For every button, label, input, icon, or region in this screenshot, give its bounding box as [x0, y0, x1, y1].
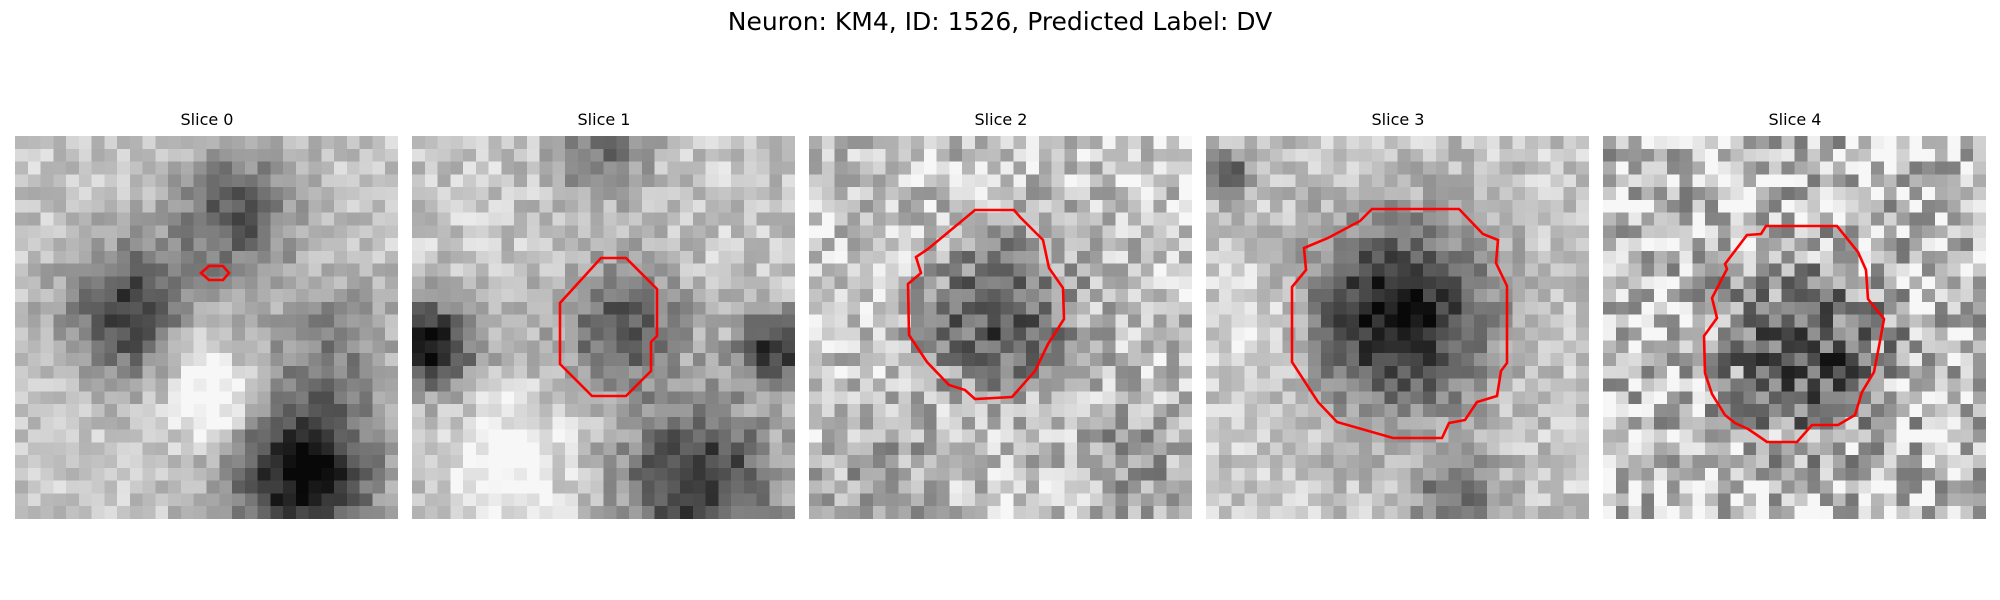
slice-title: Slice 1 — [577, 110, 631, 129]
slice-image-1 — [412, 136, 795, 519]
slice-title: Slice 0 — [180, 110, 234, 129]
roi-outline — [1290, 207, 1509, 440]
slice-panel-0: Slice 0 — [15, 110, 399, 519]
slice-title: Slice 2 — [974, 110, 1028, 129]
roi-outline — [558, 256, 659, 398]
slice-title: Slice 4 — [1768, 110, 1822, 129]
slice-image-4 — [1603, 136, 1986, 519]
slice-panel-4: Slice 4 — [1603, 110, 1987, 519]
figure-title: Neuron: KM4, ID: 1526, Predicted Label: … — [727, 7, 1273, 36]
roi-outline — [1702, 224, 1886, 444]
slice-image-3 — [1206, 136, 1589, 519]
slice-title: Slice 3 — [1371, 110, 1425, 129]
slice-image-2 — [809, 136, 1192, 519]
slice-image-0 — [15, 136, 398, 519]
slice-panel-1: Slice 1 — [412, 110, 796, 519]
roi-outline — [199, 264, 231, 282]
slice-panel-2: Slice 2 — [809, 110, 1193, 519]
slice-panel-3: Slice 3 — [1206, 110, 1590, 519]
roi-outline — [906, 208, 1066, 401]
